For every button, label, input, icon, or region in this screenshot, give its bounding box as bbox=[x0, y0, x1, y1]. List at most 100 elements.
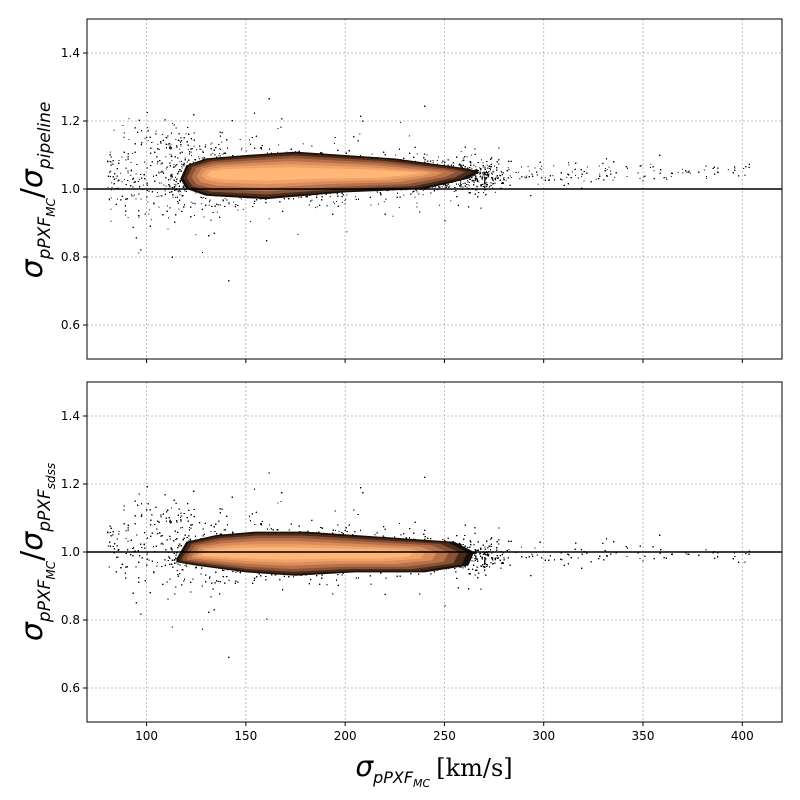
top-point bbox=[689, 172, 691, 174]
top-point bbox=[432, 162, 434, 163]
top-point bbox=[479, 167, 481, 169]
top-point bbox=[171, 160, 173, 162]
top-point bbox=[670, 175, 672, 177]
top-point bbox=[181, 160, 182, 162]
top-point bbox=[185, 133, 187, 135]
top-point bbox=[344, 203, 346, 205]
top-point bbox=[346, 194, 348, 196]
top-point bbox=[717, 172, 719, 174]
top-point bbox=[476, 180, 478, 182]
top-point bbox=[222, 200, 224, 202]
top-point bbox=[150, 219, 152, 221]
top-point bbox=[130, 162, 132, 163]
top-point bbox=[191, 155, 192, 157]
top-point bbox=[553, 165, 555, 167]
top-point bbox=[466, 156, 468, 158]
top-point bbox=[178, 208, 180, 210]
top-point bbox=[138, 179, 140, 180]
top-point bbox=[169, 153, 171, 155]
top-point bbox=[196, 149, 198, 151]
top-point bbox=[172, 123, 174, 125]
top-point bbox=[510, 177, 512, 179]
top-point bbox=[205, 144, 207, 146]
top-point bbox=[482, 166, 484, 168]
top-point bbox=[175, 176, 176, 178]
top-point bbox=[173, 183, 175, 185]
top-point bbox=[240, 149, 242, 151]
top-point bbox=[134, 194, 135, 196]
top-point bbox=[138, 252, 140, 254]
top-point bbox=[155, 130, 157, 132]
top-point bbox=[107, 186, 109, 188]
top-point bbox=[403, 194, 405, 196]
top-point bbox=[541, 169, 543, 171]
top-point bbox=[643, 176, 645, 178]
top-point bbox=[187, 149, 189, 151]
top-point bbox=[581, 176, 583, 178]
top-point bbox=[121, 156, 123, 158]
top-point bbox=[140, 198, 142, 200]
top-point bbox=[158, 171, 160, 173]
top-point bbox=[164, 190, 166, 192]
top-point bbox=[640, 165, 642, 166]
top-point bbox=[168, 217, 170, 219]
top-point bbox=[158, 195, 160, 197]
top-point bbox=[178, 191, 179, 193]
top-point bbox=[441, 186, 443, 188]
top-point bbox=[195, 234, 197, 236]
top-point bbox=[160, 182, 162, 184]
top-point bbox=[445, 185, 447, 187]
top-point bbox=[193, 145, 195, 147]
top-point bbox=[212, 152, 214, 154]
top-point bbox=[241, 147, 243, 149]
top-point bbox=[490, 167, 492, 169]
top-point bbox=[604, 168, 606, 169]
top-point bbox=[195, 192, 197, 194]
top-point bbox=[199, 148, 201, 150]
top-point bbox=[116, 198, 118, 200]
top-point bbox=[224, 197, 226, 199]
top-point bbox=[449, 185, 451, 187]
top-point bbox=[486, 164, 488, 166]
top-point bbox=[346, 231, 348, 233]
top-point bbox=[485, 170, 487, 172]
top-point bbox=[727, 169, 729, 171]
top-point bbox=[666, 179, 668, 180]
top-point bbox=[334, 142, 335, 144]
top-point bbox=[128, 138, 130, 140]
top-point bbox=[127, 217, 129, 219]
top-point bbox=[682, 168, 683, 170]
top-point bbox=[470, 154, 472, 156]
top-point bbox=[200, 148, 202, 150]
top-point bbox=[200, 203, 202, 205]
top-point bbox=[138, 216, 140, 218]
top-point bbox=[329, 196, 331, 198]
top-point bbox=[179, 180, 181, 182]
top-point bbox=[540, 165, 542, 167]
top-point bbox=[398, 207, 400, 209]
top-point bbox=[237, 209, 239, 211]
top-point bbox=[460, 163, 462, 165]
top-point bbox=[221, 141, 223, 143]
top-point bbox=[485, 176, 487, 178]
top-point bbox=[190, 201, 192, 203]
top-point bbox=[175, 139, 177, 140]
top-point bbox=[131, 170, 133, 172]
top-point bbox=[453, 191, 455, 192]
top-point bbox=[444, 184, 446, 185]
top-point bbox=[208, 204, 210, 206]
top-point bbox=[480, 171, 481, 173]
top-point bbox=[460, 151, 462, 153]
top-point bbox=[240, 198, 242, 200]
top-point bbox=[706, 177, 707, 179]
top-point bbox=[219, 155, 221, 157]
top-point bbox=[486, 178, 487, 180]
top-point bbox=[183, 165, 185, 167]
top-point bbox=[371, 153, 373, 155]
top-point bbox=[416, 202, 418, 204]
top-point bbox=[344, 199, 346, 201]
top-point bbox=[316, 206, 318, 208]
top-point bbox=[142, 184, 144, 186]
top-point bbox=[158, 182, 160, 184]
top-point bbox=[461, 160, 463, 162]
